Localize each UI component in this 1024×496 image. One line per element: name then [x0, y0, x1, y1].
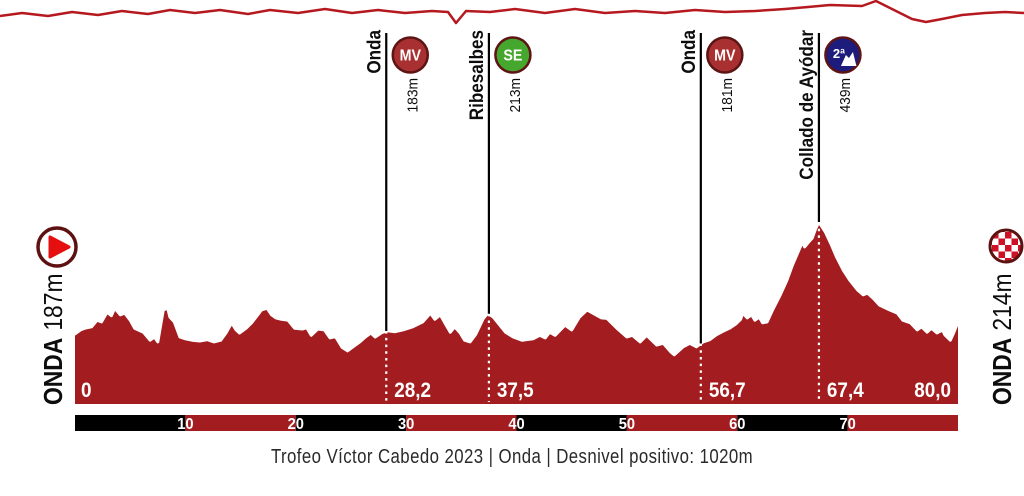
km-distance-labels: 0 28,2 37,5 56,7 67,4 80,0 [81, 379, 951, 402]
climb-markers: Onda MV 183m Ribesalbes SE 213m Onda MV 181m Coll… [363, 29, 862, 402]
scale-tick-label: 40 [508, 415, 524, 433]
scale-segment [406, 415, 517, 431]
scale-segment [295, 415, 407, 431]
svg-text:MV: MV [714, 48, 735, 65]
marker-altitude-label: 213m [507, 78, 524, 113]
badge-mv: MV [391, 36, 430, 74]
badge-se: SE [494, 36, 532, 74]
scale-segment [626, 415, 738, 431]
svg-text:2ª: 2ª [833, 46, 845, 61]
skyline-decoration [0, 0, 1024, 25]
km-label: 37,5 [497, 379, 534, 402]
badge-mv: MV [706, 36, 744, 74]
elevation-curve [73, 220, 960, 357]
scale-tick-label: 20 [288, 415, 304, 433]
scale-tick-label: 70 [839, 415, 855, 433]
start-icon [36, 226, 78, 268]
km-label: 67,4 [827, 379, 864, 402]
km-label: 0 [81, 379, 92, 402]
scale-segment [516, 415, 627, 431]
marker-altitude-label: 183m [405, 78, 422, 113]
marker-altitude-label: 181m [719, 78, 736, 113]
marker-onda: Onda MV 181m [678, 29, 744, 402]
svg-text:SE: SE [503, 48, 522, 65]
scale-segment [737, 415, 848, 431]
scale-tick-label: 10 [177, 415, 193, 433]
marker-collado-de-ay-dar: Collado de Ayódar 2ª 439m [796, 30, 862, 402]
scale-tick-label: 50 [619, 415, 635, 433]
marker-name-label: Ribesalbes [466, 30, 487, 120]
marker-name-label: Onda [678, 29, 699, 74]
elevation-area [75, 222, 958, 404]
svg-text:MV: MV [400, 48, 421, 65]
marker-onda: Onda MV 183m [363, 29, 430, 402]
km-label: 80,0 [914, 379, 951, 402]
km-label: 28,2 [394, 379, 431, 402]
distance-scale-bar: 10 20 30 40 50 60 70 [75, 415, 958, 433]
scale-segment [185, 415, 296, 431]
marker-name-label: Collado de Ayódar [796, 30, 817, 180]
marker-ribesalbes: Ribesalbes SE 213m [466, 30, 532, 402]
marker-name-label: Onda [363, 29, 384, 74]
scale-tick-label: 30 [398, 415, 414, 433]
start-location-label: ONDA187m [40, 273, 69, 405]
badge-cat2: 2ª [824, 36, 862, 74]
finish-icon [988, 228, 1024, 264]
finish-location-label: ONDA214m [989, 273, 1018, 405]
scale-tick-label: 60 [729, 415, 745, 433]
km-label: 56,7 [709, 379, 746, 402]
scale-segment [75, 415, 186, 431]
marker-altitude-label: 439m [837, 78, 854, 113]
stage-caption: Trofeo Víctor Cabedo 2023 | Onda | Desni… [270, 446, 754, 468]
scale-segment [847, 415, 958, 431]
